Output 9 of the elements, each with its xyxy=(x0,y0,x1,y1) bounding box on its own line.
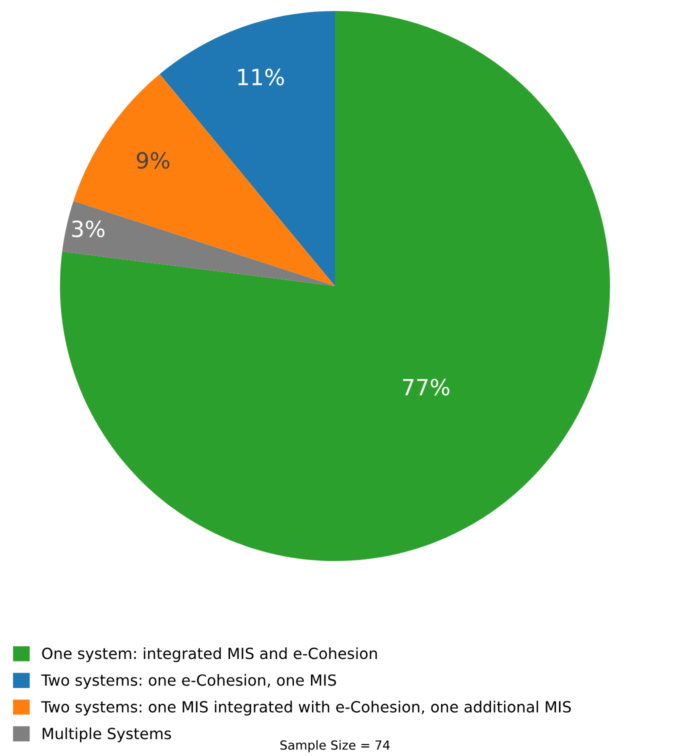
data-label: 11% xyxy=(238,68,284,86)
legend-label: Two systems: one MIS integrated with e-Cohesion, one additional MIS xyxy=(41,700,571,716)
data-label: 9% xyxy=(136,152,170,169)
data-label: 77% xyxy=(403,378,450,396)
legend-label: One system: integrated MIS and e-Cohesion xyxy=(42,647,377,662)
legend-label: Multiple Systems xyxy=(42,727,171,742)
legend-label: Two systems: one e-Cohesion, one MIS xyxy=(41,674,336,689)
text: Sample Size = 74 xyxy=(280,740,390,752)
data-label: 3% xyxy=(72,220,104,238)
